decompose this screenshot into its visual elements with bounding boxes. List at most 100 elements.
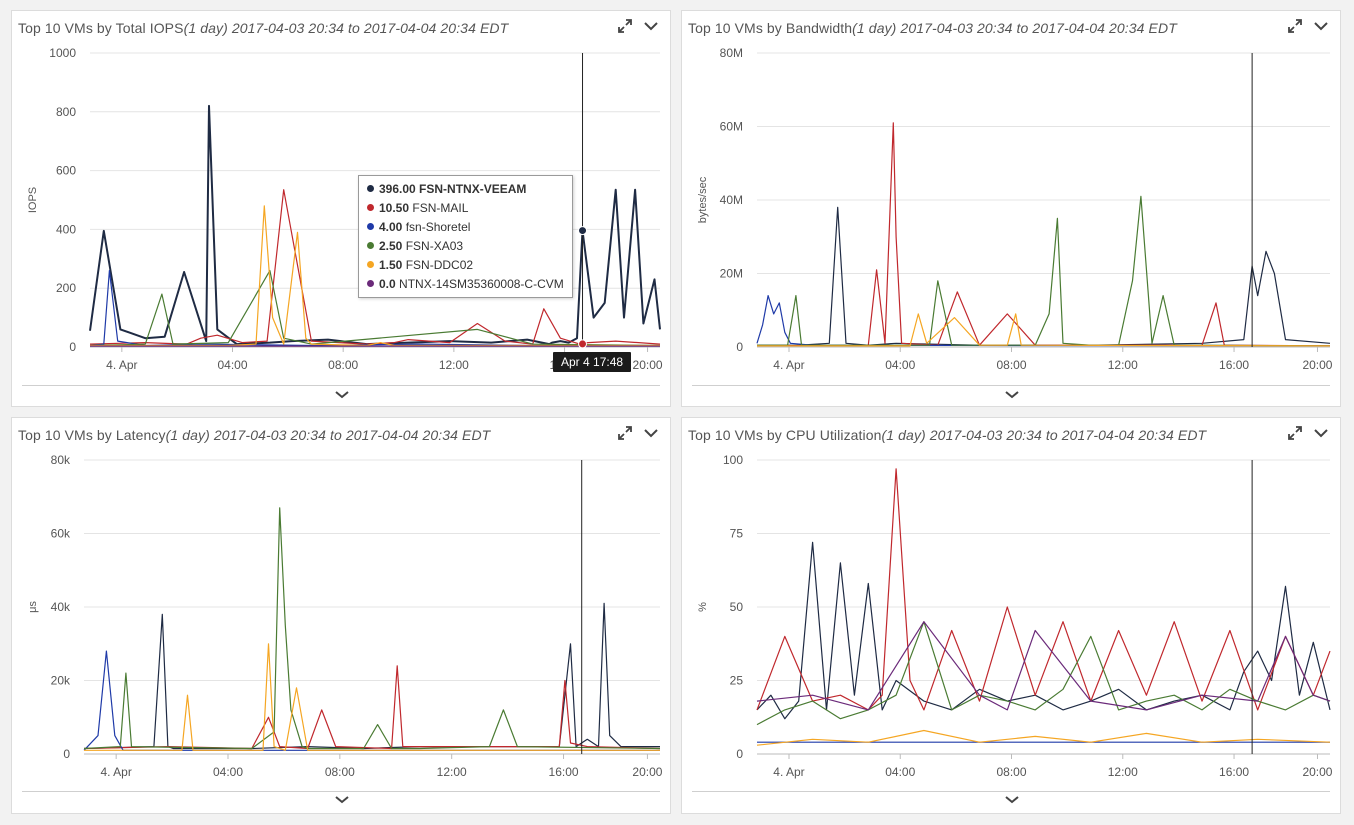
crosshair-time-label: Apr 4 17:48 — [553, 352, 632, 372]
collapse-chevron-icon[interactable] — [332, 389, 352, 401]
tooltip-row: 10.50 FSN-MAIL — [367, 199, 564, 218]
x-tick-label: 12:00 — [437, 765, 467, 779]
y-tick-label: 0 — [69, 340, 76, 354]
series-dot — [367, 204, 374, 211]
tooltip-series-name: FSN-DDC02 — [405, 258, 474, 272]
y-axis-label: μs — [27, 601, 39, 613]
panel-title: Top 10 VMs by Latency(1 day) 2017-04-03 … — [18, 427, 490, 443]
series-line — [757, 206, 1331, 346]
chart-tooltip: 396.00 FSN-NTNX-VEEAM 10.50 FSN-MAIL 4.0… — [358, 175, 573, 298]
chevron-down-icon[interactable] — [1312, 424, 1330, 442]
panel-title-text: Top 10 VMs by Latency — [18, 427, 166, 443]
panel-title-text: Top 10 VMs by CPU Utilization — [688, 427, 882, 443]
expand-icon[interactable] — [1286, 17, 1304, 35]
x-tick-label: 20:00 — [632, 765, 662, 779]
series-line — [83, 602, 660, 750]
footer-divider — [692, 791, 1330, 792]
cpu-chart: 0 25 50 75 100% 4. Apr 04:00 08:00 12:00 16:00 20:… — [697, 453, 1333, 779]
x-tick-label: 4. Apr — [773, 358, 804, 372]
series-line — [756, 729, 1331, 746]
expand-icon[interactable] — [1286, 424, 1304, 442]
tooltip-value: 2.50 — [379, 239, 403, 253]
x-tick-label: 08:00 — [325, 765, 355, 779]
collapse-chevron-icon[interactable] — [1002, 794, 1022, 806]
tooltip-value: 396.00 — [379, 182, 416, 196]
y-axis-label: IOPS — [27, 187, 39, 213]
tooltip-row: 2.50 FSN-XA03 — [367, 237, 564, 256]
y-axis-label: % — [697, 602, 709, 612]
series-dot — [367, 242, 374, 249]
y-tick-label: 40k — [51, 600, 71, 614]
hover-point — [578, 226, 588, 236]
panel-title: Top 10 VMs by CPU Utilization(1 day) 201… — [688, 427, 1206, 443]
tooltip-series-name: FSN-MAIL — [412, 201, 469, 215]
tooltip-value: 10.50 — [379, 201, 410, 215]
chevron-down-icon[interactable] — [642, 424, 660, 442]
iops-chart: 0 200 400 600 800 1000 IOPS 4. Apr 04:00 08:00 12:… — [27, 46, 663, 372]
chevron-down-icon[interactable] — [1312, 17, 1330, 35]
footer-divider — [692, 385, 1330, 386]
y-tick-label: 50 — [730, 600, 744, 614]
series-line — [756, 468, 1331, 711]
panel-header: Top 10 VMs by Bandwidth(1 day) 2017-04-0… — [682, 11, 1340, 41]
x-tick-label: 04:00 — [885, 358, 915, 372]
x-tick-label: 16:00 — [1219, 358, 1249, 372]
y-tick-label: 400 — [56, 222, 76, 236]
series-dot — [367, 223, 374, 230]
expand-icon[interactable] — [616, 424, 634, 442]
bandwidth-chart: 0 20M 40M 60M 80M bytes/sec 4. Apr 04:00 08:00 12… — [697, 46, 1333, 372]
x-tick-label: 08:00 — [328, 358, 358, 372]
panel-title-text: Top 10 VMs by Total IOPS — [18, 20, 184, 36]
panel-header: Top 10 VMs by Latency(1 day) 2017-04-03 … — [12, 418, 670, 448]
x-tick-label: 12:00 — [1108, 765, 1138, 779]
y-tick-label: 80k — [51, 453, 71, 467]
series-line — [756, 621, 1331, 726]
iops-panel: Top 10 VMs by Total IOPS(1 day) 2017-04-… — [11, 10, 671, 407]
footer-divider — [22, 385, 660, 386]
collapse-chevron-icon[interactable] — [332, 794, 352, 806]
tooltip-series-name: fsn-Shoretel — [405, 220, 471, 234]
series-dot — [367, 261, 374, 268]
series-line — [757, 313, 1331, 347]
y-tick-label: 1000 — [49, 46, 76, 60]
tooltip-row: 396.00 FSN-NTNX-VEEAM — [367, 180, 564, 199]
y-tick-label: 0 — [736, 747, 743, 761]
y-tick-label: 80M — [720, 46, 743, 60]
y-tick-label: 20M — [720, 267, 743, 281]
panel-time-range: (1 day) 2017-04-03 20:34 to 2017-04-04 2… — [881, 427, 1207, 443]
series-line — [756, 122, 1331, 347]
panel-header: Top 10 VMs by Total IOPS(1 day) 2017-04-… — [12, 11, 670, 41]
collapse-chevron-icon[interactable] — [1002, 389, 1022, 401]
y-tick-label: 40M — [720, 193, 743, 207]
expand-icon[interactable] — [616, 17, 634, 35]
x-tick-label: 08:00 — [996, 358, 1026, 372]
series-line — [756, 621, 1331, 711]
tooltip-value: 4.00 — [379, 220, 403, 234]
y-tick-label: 600 — [56, 164, 76, 178]
tooltip-row: 1.50 FSN-DDC02 — [367, 256, 564, 275]
series-dot — [367, 280, 374, 287]
series-line — [89, 189, 661, 345]
series-line — [756, 541, 1331, 720]
tooltip-value: 0.0 — [379, 277, 396, 291]
tooltip-value: 1.50 — [379, 258, 403, 272]
panel-header: Top 10 VMs by CPU Utilization(1 day) 201… — [682, 418, 1340, 448]
y-tick-label: 100 — [723, 453, 743, 467]
y-tick-label: 800 — [56, 105, 76, 119]
y-tick-label: 20k — [51, 674, 71, 688]
series-line — [84, 643, 660, 751]
y-tick-label: 200 — [56, 281, 76, 295]
chevron-down-icon[interactable] — [642, 17, 660, 35]
x-tick-label: 4. Apr — [773, 765, 804, 779]
latency-chart: 0 20k 40k 60k 80k μs 4. Apr 04:00 08:00 12:00 16:0… — [27, 453, 663, 779]
tooltip-row: 0.0 NTNX-14SM35360008-C-CVM — [367, 275, 564, 294]
tooltip-series-name: FSN-XA03 — [405, 239, 464, 253]
series-line — [89, 270, 661, 347]
x-tick-label: 4. Apr — [106, 358, 137, 372]
panel-title: Top 10 VMs by Bandwidth(1 day) 2017-04-0… — [688, 20, 1177, 36]
x-tick-label: 04:00 — [217, 358, 247, 372]
y-tick-label: 60k — [51, 527, 71, 541]
x-tick-label: 20:00 — [1302, 765, 1332, 779]
series-line — [89, 270, 660, 347]
hover-point — [578, 339, 588, 349]
